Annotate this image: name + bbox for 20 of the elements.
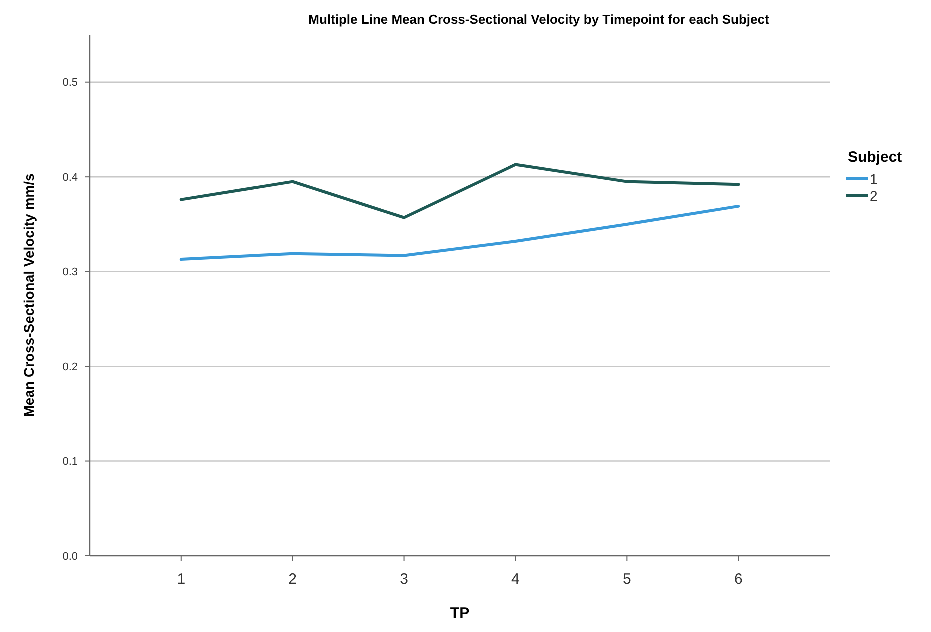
x-tick-label: 2: [288, 571, 298, 588]
y-axis-title: Mean Cross-Sectional Velocity mm/s: [21, 174, 37, 418]
x-tick-label: 3: [400, 571, 408, 588]
line-series: [180, 204, 740, 262]
chart-title: Multiple Line Mean Cross-Sectional Velocity by Timepoint for each Subject: [308, 12, 770, 27]
y-tick-label: 0.4: [62, 172, 78, 184]
y-tick-label: 0.0: [62, 550, 78, 563]
y-tick-label: 0.5: [62, 77, 78, 90]
legend-label: 2: [870, 188, 878, 204]
x-tick-label: 4: [512, 571, 520, 588]
legend-title: Subject: [848, 149, 902, 166]
y-tick-label: 0.2: [62, 361, 78, 374]
x-axis-title: TP: [450, 605, 470, 622]
x-tick-label: 6: [734, 571, 743, 588]
y-tick-label: 0.3: [62, 266, 78, 279]
y-tick-label: 0.1: [62, 456, 78, 468]
line-series: [180, 163, 740, 220]
x-tick-label: 1: [177, 571, 186, 588]
x-tick-label: 5: [622, 571, 632, 588]
legend-label: 1: [870, 170, 878, 187]
